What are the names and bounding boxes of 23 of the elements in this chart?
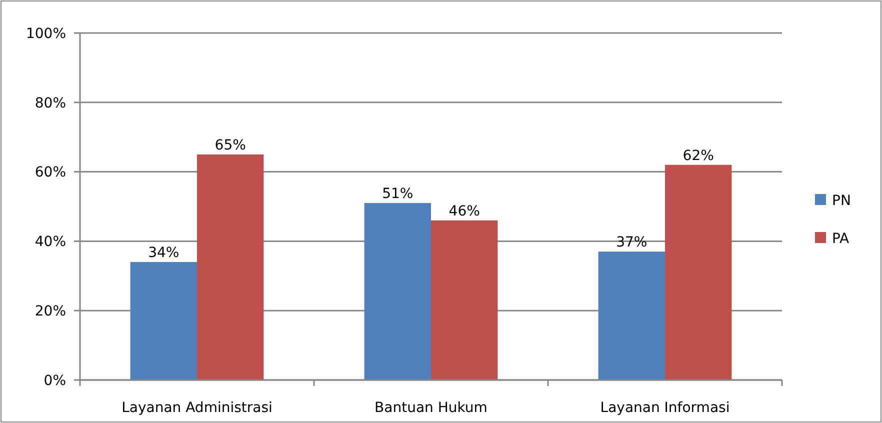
bar (130, 262, 197, 380)
data-label: 51% (382, 186, 414, 202)
x-tick-label: Layanan Administrasi (122, 400, 272, 416)
y-tick-label: 0% (44, 372, 66, 389)
data-label: 34% (148, 245, 180, 262)
data-label: 62% (682, 148, 714, 164)
bar (598, 252, 665, 380)
bar (665, 164, 732, 380)
data-label: 46% (448, 203, 480, 220)
data-label: 65% (214, 137, 246, 154)
legend-label: PN (832, 192, 851, 209)
data-label: 37% (616, 234, 648, 251)
legend-label: PA (832, 230, 850, 247)
x-tick-label: Bantuan Hukum (374, 400, 488, 416)
bar (431, 220, 498, 380)
y-tick-label: 80% (34, 95, 66, 112)
y-tick-label: 60% (34, 164, 66, 181)
y-tick-label: 100% (26, 26, 66, 42)
x-tick-label: Layanan Informasi (600, 400, 730, 416)
bar (364, 203, 431, 380)
bar (197, 154, 264, 380)
y-tick-label: 20% (34, 304, 66, 320)
y-tick-label: 40% (34, 234, 66, 250)
